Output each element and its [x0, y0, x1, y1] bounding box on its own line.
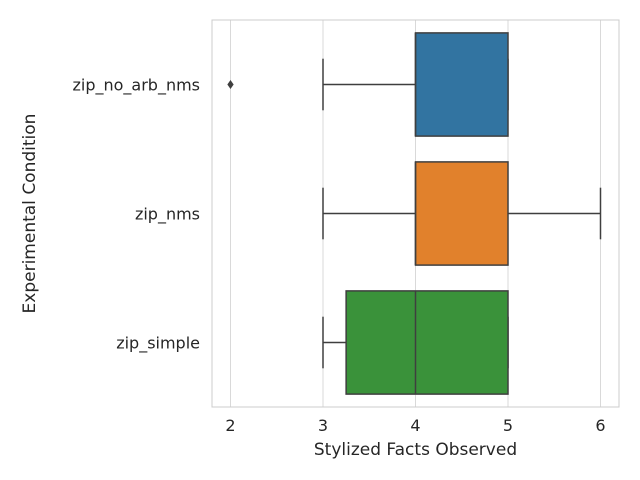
- x-tick-label-6: 6: [595, 416, 605, 435]
- y-tick-label-zip_no_arb_nms: zip_no_arb_nms: [72, 76, 200, 96]
- box-rect-zip_no_arb_nms: [414, 32, 509, 137]
- box-zip_nms: [322, 161, 602, 266]
- x-tick-label-3: 3: [318, 416, 328, 435]
- outlier-zip_no_arb_nms-0: [227, 80, 234, 89]
- x-tick-label-4: 4: [410, 416, 420, 435]
- box-rect-zip_nms: [414, 161, 509, 266]
- x-axis-ticks: 2 3 4 5 6: [225, 416, 605, 435]
- x-axis-label: Stylized Facts Observed: [314, 440, 517, 460]
- y-tick-label-zip_simple: zip_simple: [116, 334, 200, 354]
- box-rect-zip_simple: [345, 290, 509, 395]
- y-axis-label: Experimental Condition: [20, 114, 40, 314]
- box-plot-series: [227, 32, 602, 395]
- box-zip_simple: [322, 290, 509, 395]
- y-tick-label-zip_nms: zip_nms: [135, 205, 200, 225]
- y-axis-ticks: zip_no_arb_nms zip_nms zip_simple: [72, 76, 200, 354]
- box-zip_no_arb_nms: [227, 32, 509, 137]
- x-tick-label-2: 2: [225, 416, 235, 435]
- plot-frame: [211, 19, 620, 408]
- x-tick-label-5: 5: [503, 416, 513, 435]
